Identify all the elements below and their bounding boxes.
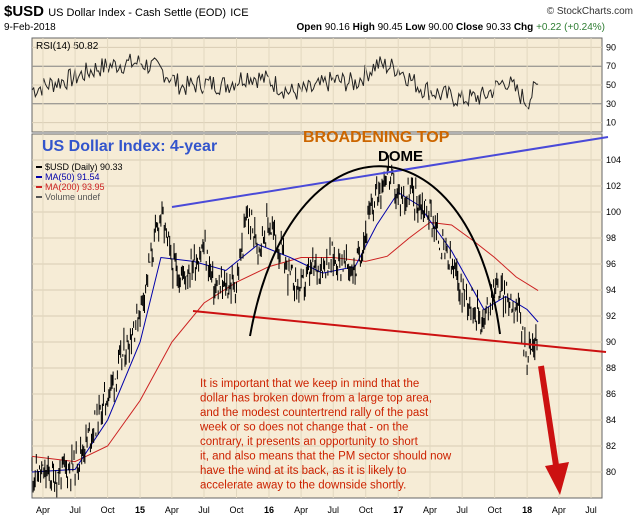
x-tick-label: 15 [135, 505, 145, 515]
rsi-tick-label: 30 [606, 99, 616, 109]
price-tick-label: 96 [606, 259, 616, 269]
x-tick-label: Oct [488, 505, 503, 515]
x-tick-label: Apr [552, 505, 566, 515]
exchange: ICE [230, 7, 249, 19]
symbol: $USD [4, 3, 45, 20]
price-tick-label: 90 [606, 337, 616, 347]
note-text-line: dollar has broken down from a large top … [200, 393, 432, 405]
note-text-line: and the modest countertrend rally of the… [200, 407, 429, 419]
x-tick-label: Oct [101, 505, 116, 515]
rsi-tick-label: 10 [606, 118, 616, 128]
x-tick-label: Apr [36, 505, 50, 515]
note-text-line: it, and also means that the PM sector sh… [200, 451, 452, 463]
down-arrow-shaft [538, 365, 560, 473]
note-text-line: contrary, it presents an opportunity to … [200, 436, 419, 448]
close-value: 90.33 [486, 22, 512, 33]
x-tick-label: Oct [229, 505, 244, 515]
x-tick-label: Jul [198, 505, 210, 515]
legend-entry: MA(200) 93.95 [45, 182, 105, 192]
lower-trendline [192, 310, 607, 353]
price-tick-label: 104 [606, 155, 621, 165]
close-label: Close [456, 22, 484, 33]
x-tick-label: Apr [423, 505, 437, 515]
x-tick-label: Jul [69, 505, 81, 515]
note-text-line: have the wind at its back, as it is like… [200, 465, 406, 477]
chart-annotation-title: US Dollar Index: 4-year [42, 138, 217, 155]
price-tick-label: 102 [606, 181, 621, 191]
price-tick-label: 92 [606, 311, 616, 321]
x-tick-label: 16 [264, 505, 274, 515]
price-tick-label: 100 [606, 207, 621, 217]
chart-header: $USD US Dollar Index - Cash Settle (EOD)… [0, 0, 639, 38]
ohlc-readout: Open 90.16 High 90.45 Low 90.00 Close 90… [296, 22, 605, 33]
down-arrow-head [545, 462, 569, 495]
rsi-tick-label: 50 [606, 80, 616, 90]
price-tick-label: 80 [606, 467, 616, 477]
open-value: 90.16 [324, 22, 350, 33]
x-tick-label: Jul [327, 505, 339, 515]
price-tick-label: 86 [606, 389, 616, 399]
legend-entry: Volume undef [45, 192, 101, 202]
chg-value: +0.22 (+0.24%) [536, 22, 605, 33]
rsi-tick-label: 90 [606, 42, 616, 52]
x-tick-label: 18 [522, 505, 532, 515]
low-value: 90.00 [428, 22, 454, 33]
brand-text: © StockCharts.com [546, 6, 633, 17]
note-text-line: accelerate away to the downside shortly. [200, 480, 406, 492]
stockcharts-brand[interactable]: © StockCharts.com [547, 6, 633, 17]
x-tick-label: Jul [456, 505, 468, 515]
x-tick-label: Jul [585, 505, 597, 515]
price-tick-label: 82 [606, 441, 616, 451]
note-text-line: week or so does not change that - on the [199, 422, 408, 434]
low-label: Low [405, 22, 426, 33]
price-tick-label: 98 [606, 233, 616, 243]
x-tick-label: Apr [294, 505, 308, 515]
open-label: Open [296, 22, 322, 33]
rsi-title: RSI(14) 50.82 [36, 41, 99, 52]
upper-trendline [171, 136, 609, 208]
price-tick-label: 88 [606, 363, 616, 373]
rsi-tick-label: 70 [606, 61, 616, 71]
legend-entry: MA(50) 91.54 [45, 172, 100, 182]
x-tick-label: Oct [359, 505, 374, 515]
price-tick-label: 84 [606, 415, 616, 425]
broadening-top-label: BROADENING TOP [303, 129, 450, 146]
x-tick-label: 17 [393, 505, 403, 515]
note-text-line: It is important that we keep in mind tha… [200, 378, 419, 390]
price-tick-label: 94 [606, 285, 616, 295]
dome-label: DOME [378, 148, 423, 165]
rsi-series-line [31, 53, 539, 110]
dome-arc [249, 165, 501, 337]
symbol-description: US Dollar Index - Cash Settle (EOD) [48, 7, 227, 19]
x-tick-label: Apr [165, 505, 179, 515]
chart-symbol-line: $USD US Dollar Index - Cash Settle (EOD)… [4, 3, 249, 20]
legend-entry: $USD (Daily) 90.33 [45, 162, 123, 172]
price-series-bars [31, 155, 538, 498]
high-label: High [352, 22, 375, 33]
chart-date: 9-Feb-2018 [4, 22, 56, 33]
chg-label: Chg [513, 22, 534, 33]
high-value: 90.45 [377, 22, 403, 33]
